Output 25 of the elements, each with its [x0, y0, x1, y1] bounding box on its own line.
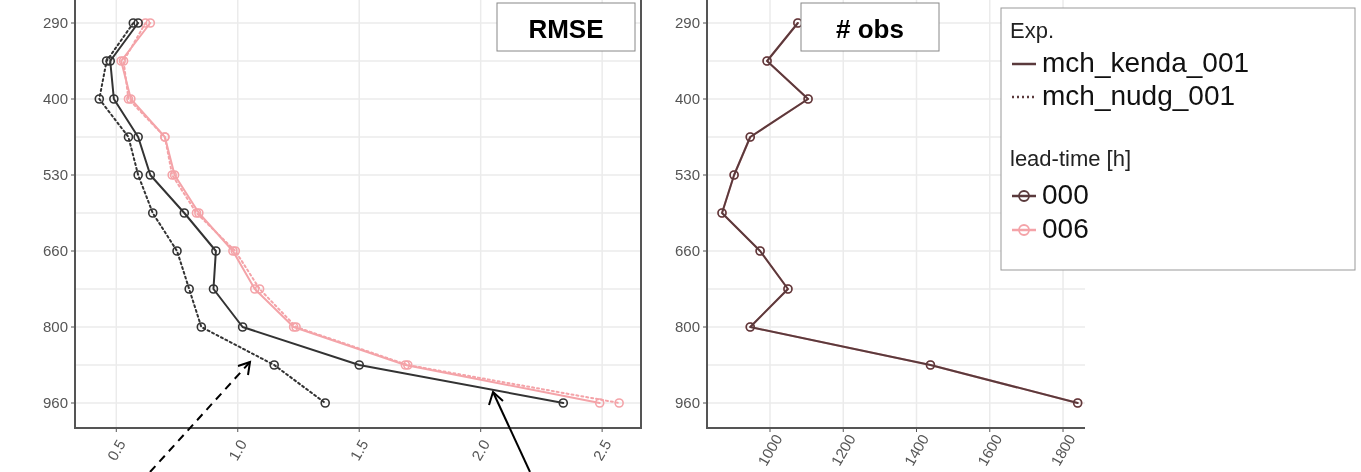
annotation: 000 — [1042, 179, 1089, 210]
x-tick-label: 2.0 — [467, 436, 494, 464]
text: RMSE — [528, 14, 604, 44]
y-tick-label: 290 — [674, 14, 700, 32]
annotation: mch_nudg_001 — [1042, 80, 1236, 111]
annotation: mch_kenda_001 — [1042, 47, 1250, 78]
y-tick-label: 530 — [42, 166, 68, 184]
annotation: Exp. — [1010, 18, 1055, 43]
y-tick-label: 400 — [674, 90, 700, 108]
x-tick-label: 2.5 — [589, 436, 615, 464]
y-tick-label: 400 — [42, 90, 68, 108]
y-tick-label: 960 — [42, 394, 68, 412]
y-tick-label: 960 — [674, 394, 700, 412]
annotation: 006 — [1042, 213, 1089, 244]
x-tick-label: 0.5 — [103, 436, 129, 464]
y-tick-label: 800 — [42, 318, 68, 336]
y-tick-label: 800 — [674, 318, 700, 336]
x-tick-label: 1.5 — [346, 436, 372, 464]
y-tick-label: 660 — [674, 242, 700, 260]
y-tick-label: 290 — [42, 14, 68, 32]
y-tick-label: 660 — [42, 242, 68, 260]
x-tick-label: 1.0 — [224, 436, 251, 464]
annotation: lead-time [h] — [1010, 146, 1132, 171]
text: # obs — [836, 14, 904, 44]
y-tick-label: 530 — [674, 166, 700, 184]
